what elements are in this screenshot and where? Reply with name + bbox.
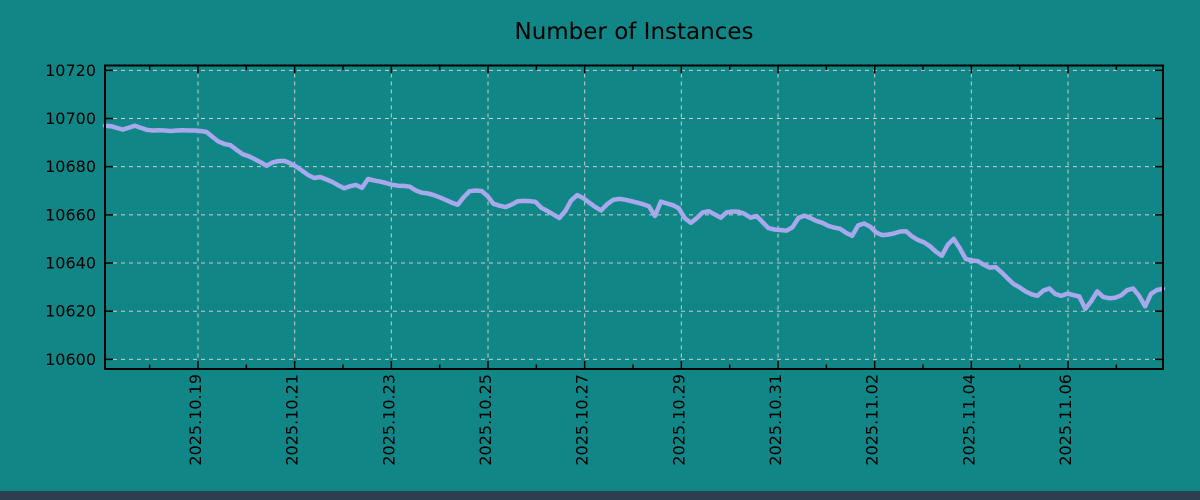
x-tick-label: 2025.10.29: [669, 374, 688, 466]
y-tick-label: 10680: [45, 157, 96, 176]
y-tick-label: 10640: [45, 254, 96, 273]
x-tick-label: 2025.10.25: [476, 374, 495, 466]
x-tick-label: 2025.11.02: [863, 374, 882, 466]
y-tick-label: 10700: [45, 109, 96, 128]
x-tick-label: 2025.10.27: [573, 374, 592, 466]
grid-lines: [105, 65, 1163, 369]
chart-title: Number of Instances: [515, 19, 754, 45]
x-tick-label: 2025.11.04: [959, 374, 978, 466]
data-series-line: [102, 123, 1166, 312]
axis-ticks: [105, 65, 1163, 369]
y-tick-label: 10660: [45, 205, 96, 224]
axis-tick-labels: 10600 10620 10640 10660 10680 10700 10720 2025.…: [45, 61, 1075, 466]
y-tick-label: 10600: [45, 350, 96, 369]
x-tick-label: 2025.10.31: [766, 374, 785, 466]
bottom-bar: [0, 491, 1200, 500]
y-tick-label: 10620: [45, 302, 96, 321]
plot-border: [104, 64, 1164, 370]
y-tick-label: 10720: [45, 61, 96, 80]
x-tick-label: 2025.10.21: [283, 374, 302, 466]
x-tick-label: 2025.10.19: [186, 374, 205, 466]
x-tick-label: 2025.10.23: [379, 374, 398, 466]
x-tick-label: 2025.11.06: [1056, 374, 1075, 466]
